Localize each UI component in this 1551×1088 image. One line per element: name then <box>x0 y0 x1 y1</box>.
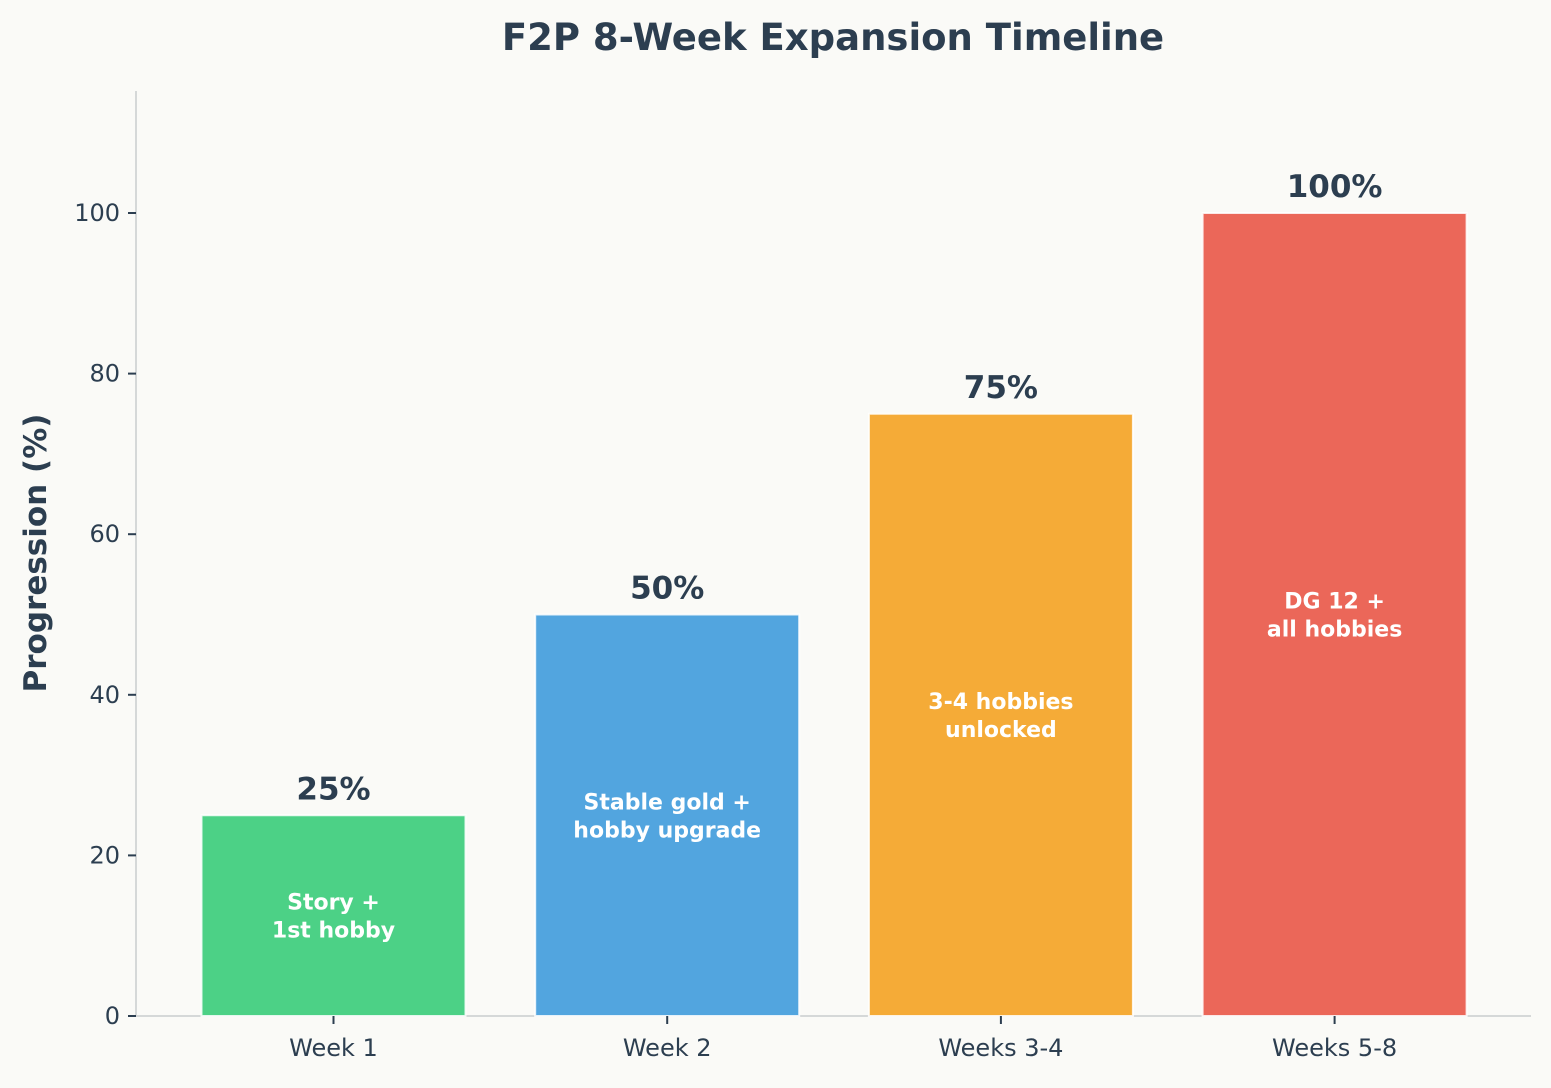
bar-annotation-line: 3-4 hobbies <box>928 690 1073 715</box>
bar-value-label: 25% <box>296 771 370 807</box>
bar-annotation-line: Story + <box>287 891 380 916</box>
x-tick-label: Weeks 3-4 <box>938 1034 1063 1062</box>
bar <box>534 613 801 1017</box>
bar <box>867 412 1134 1017</box>
y-tick-label: 20 <box>89 841 120 869</box>
x-tick-label: Week 1 <box>289 1034 378 1062</box>
x-tick-label: Weeks 5-8 <box>1272 1034 1397 1062</box>
y-tick-label: 100 <box>74 199 120 227</box>
bar-annotation-line: unlocked <box>945 718 1057 743</box>
chart-title: F2P 8-Week Expansion Timeline <box>502 16 1164 59</box>
y-tick-label: 60 <box>89 520 120 548</box>
x-axis-ticks: Week 1 Week 2 Weeks 3-4 Weeks 5-8 <box>289 1016 1397 1062</box>
y-axis-ticks: 0 20 40 60 80 100 <box>74 199 136 1030</box>
bar-annotation-line: Stable gold + <box>584 790 751 815</box>
bar-annotation-line: DG 12 + <box>1284 590 1385 615</box>
bar-value-label: 50% <box>630 571 704 607</box>
bar <box>200 814 467 1017</box>
y-tick-label: 0 <box>105 1002 120 1030</box>
bars: 25% Story + 1st hobby 50% Stable gold + hobby… <box>200 169 1468 1017</box>
bar-annotation-line: all hobbies <box>1267 618 1402 643</box>
bar-value-label: 75% <box>964 370 1038 406</box>
bar-annotation-line: 1st hobby <box>272 919 395 944</box>
bar-annotation-line: hobby upgrade <box>573 818 761 843</box>
y-axis-label: Progression (%) <box>18 414 54 693</box>
y-tick-label: 40 <box>89 681 120 709</box>
bar-value-label: 100% <box>1287 169 1383 205</box>
bar <box>1201 212 1468 1017</box>
x-tick-label: Week 2 <box>623 1034 712 1062</box>
y-tick-label: 80 <box>89 360 120 388</box>
